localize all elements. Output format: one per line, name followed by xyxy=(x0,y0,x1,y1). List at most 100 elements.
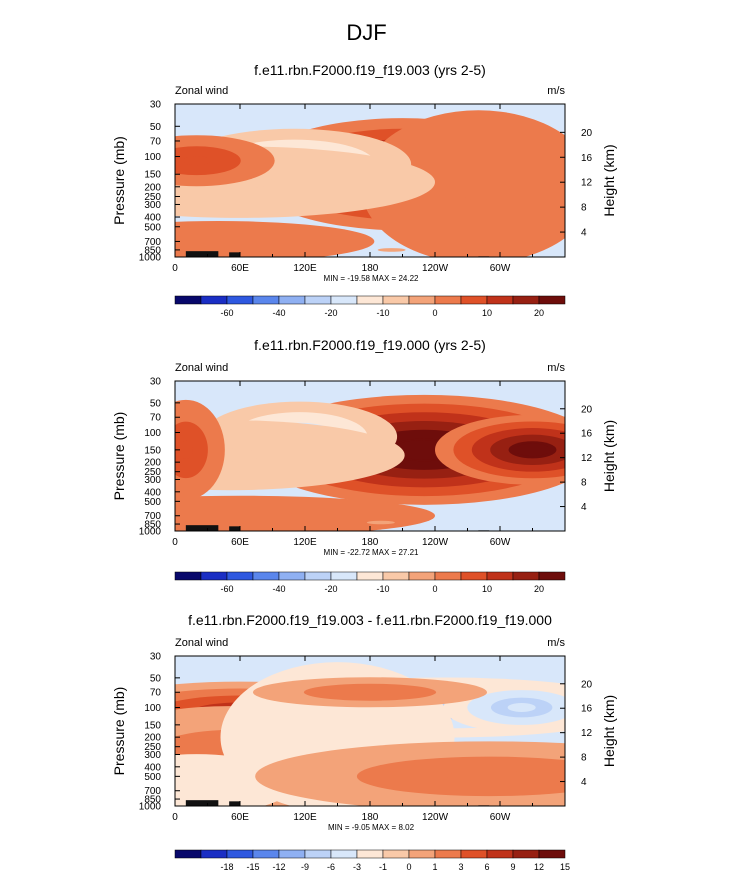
colorbar-label: -40 xyxy=(272,308,285,318)
colorbar-label: 3 xyxy=(458,862,463,872)
y2-tick-label: 16 xyxy=(581,429,593,440)
colorbar-box xyxy=(304,571,332,581)
contour-field xyxy=(175,656,565,806)
y-tick-label: 1000 xyxy=(139,253,162,264)
colorbar-box xyxy=(304,295,332,305)
y2-tick-label: 4 xyxy=(581,777,587,788)
colorbar-box xyxy=(512,571,540,581)
y-tick-label: 30 xyxy=(150,652,162,663)
colorbar-label: -15 xyxy=(246,862,259,872)
y-tick-label: 400 xyxy=(144,213,161,224)
x-tick-label: 60W xyxy=(490,812,511,823)
contour-field xyxy=(175,381,565,531)
topography xyxy=(229,801,240,806)
y-tick-label: 30 xyxy=(150,100,162,111)
colorbar-label: -9 xyxy=(301,862,309,872)
y-tick-label: 70 xyxy=(150,688,162,699)
colorbar-box xyxy=(252,295,280,305)
x-tick-label: 120E xyxy=(293,812,317,823)
topography xyxy=(185,525,219,531)
colorbar-box xyxy=(200,571,228,581)
colorbar-label: -6 xyxy=(327,862,335,872)
contour-core xyxy=(178,440,193,459)
x-tick-label: 60E xyxy=(231,263,249,274)
y2-tick-label: 12 xyxy=(581,728,593,739)
left-label: Zonal wind xyxy=(175,637,228,649)
y2-tick-label: 12 xyxy=(581,453,593,464)
colorbar-box xyxy=(434,295,462,305)
x-tick-label: 120W xyxy=(422,812,449,823)
colorbar-label: 9 xyxy=(510,862,515,872)
colorbar-label: -18 xyxy=(220,862,233,872)
colorbar-box xyxy=(460,571,488,581)
colorbar-box xyxy=(200,849,228,859)
y-tick-label: 100 xyxy=(144,703,161,714)
colorbar-box xyxy=(486,849,514,859)
max-label: MAX = 24.22 xyxy=(372,274,419,283)
contour-core xyxy=(182,156,211,166)
y-tick-label: 50 xyxy=(150,398,162,409)
colorbar-box xyxy=(382,571,410,581)
y2-tick-label: 12 xyxy=(581,178,593,189)
y-tick-label: 150 xyxy=(144,170,161,181)
colorbar-label: 0 xyxy=(432,584,437,594)
colorbar-label: -10 xyxy=(376,584,389,594)
colorbar-label: 12 xyxy=(534,862,544,872)
y-tick-label: 850 xyxy=(144,520,161,531)
colorbar-box xyxy=(408,571,436,581)
y-tick-label: 700 xyxy=(144,511,161,522)
colorbar-box xyxy=(486,295,514,305)
colorbar-box xyxy=(356,295,384,305)
colorbar-label: -20 xyxy=(324,584,337,594)
y-tick-label: 1000 xyxy=(139,527,162,538)
colorbar-label: -20 xyxy=(324,308,337,318)
contour-core xyxy=(377,248,406,252)
min-label: MIN = -22.72 xyxy=(324,548,371,557)
y-tick-label: 30 xyxy=(150,377,162,388)
y2-tick-label: 4 xyxy=(581,228,587,239)
colorbar-box xyxy=(460,295,488,305)
contour-core xyxy=(457,173,500,201)
y-tick-label: 70 xyxy=(150,136,162,147)
colorbar-label: -1 xyxy=(379,862,387,872)
y-tick-label: 150 xyxy=(144,445,161,456)
colorbar-box xyxy=(330,295,358,305)
colorbar-box xyxy=(434,849,462,859)
colorbar-box xyxy=(356,571,384,581)
y2-tick-label: 20 xyxy=(581,404,593,415)
colorbar-label: 20 xyxy=(534,584,544,594)
y-tick-label: 300 xyxy=(144,200,161,211)
y-tick-label: 200 xyxy=(144,733,161,744)
y-tick-label: 150 xyxy=(144,720,161,731)
x-tick-label: 120E xyxy=(293,537,317,548)
colorbar-box xyxy=(408,849,436,859)
x-tick-label: 120E xyxy=(293,263,317,274)
topography xyxy=(229,526,240,531)
colorbar-label: -10 xyxy=(376,308,389,318)
x-tick-label: 60E xyxy=(231,537,249,548)
colorbar-box xyxy=(304,849,332,859)
colorbar-label: -60 xyxy=(220,308,233,318)
colorbar-box xyxy=(512,849,540,859)
y2-axis-label: Height (km) xyxy=(601,695,617,767)
x-tick-label: 180 xyxy=(362,263,379,274)
y-tick-label: 700 xyxy=(144,237,161,248)
topography xyxy=(229,252,240,257)
y-tick-label: 850 xyxy=(144,795,161,806)
y-tick-label: 250 xyxy=(144,467,161,478)
colorbar-box xyxy=(356,849,384,859)
y-axis-label: Pressure (mb) xyxy=(111,412,127,501)
units-label: m/s xyxy=(547,85,565,97)
contour-core xyxy=(316,723,359,751)
y-tick-label: 500 xyxy=(144,222,161,233)
min-label: MIN = -9.05 xyxy=(328,823,371,832)
colorbar-label: 1 xyxy=(432,862,437,872)
contour-field xyxy=(175,104,565,257)
colorbar-box xyxy=(174,295,202,305)
y-axis-label: Pressure (mb) xyxy=(111,136,127,225)
y2-tick-label: 20 xyxy=(581,128,593,139)
max-label: MAX = 8.02 xyxy=(372,823,415,832)
colorbar-box xyxy=(330,571,358,581)
y2-tick-label: 8 xyxy=(581,478,587,489)
max-label: MAX = 27.21 xyxy=(372,548,419,557)
